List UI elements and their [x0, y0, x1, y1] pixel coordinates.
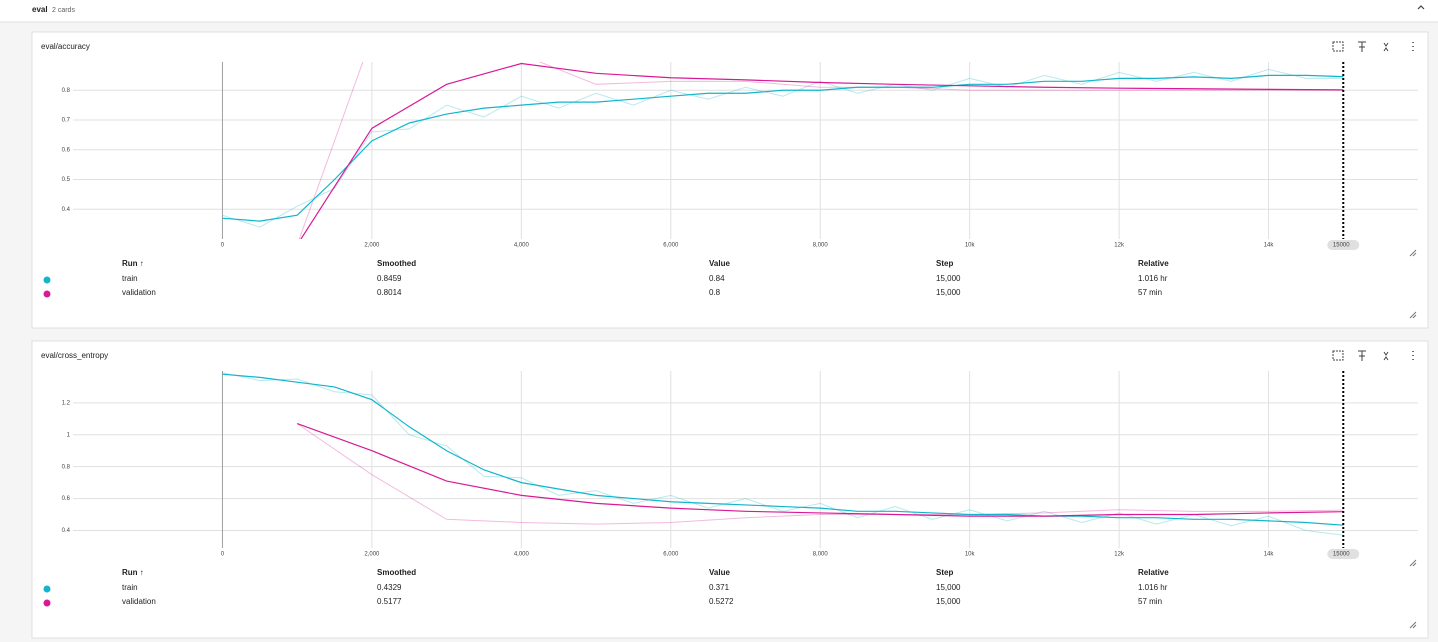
table-cell: 15,000	[936, 274, 961, 283]
y-tick-label: 0.6	[62, 496, 71, 502]
fit-icon[interactable]	[1332, 350, 1344, 361]
card-title: eval/accuracy	[41, 42, 90, 51]
table-header: Value	[709, 259, 730, 268]
cursor-label: 15000	[1333, 552, 1350, 558]
y-tick-label: 0.4	[62, 528, 71, 534]
x-tick-label: 14k	[1264, 243, 1275, 249]
table-cell: 57 min	[1138, 597, 1162, 606]
x-tick-label: 2,000	[364, 243, 380, 249]
collapse-icon[interactable]	[1417, 5, 1425, 10]
x-tick-label: 10k	[965, 243, 976, 249]
resize-handle[interactable]	[1409, 249, 1417, 629]
fit-icon[interactable]	[1332, 41, 1344, 52]
section-header[interactable]	[0, 0, 1438, 22]
x-tick-label: 8,000	[813, 552, 829, 558]
section-count: 2 cards	[52, 7, 75, 14]
x-tick-label: 6,000	[663, 552, 679, 558]
x-tick-label: 12k	[1114, 552, 1125, 558]
y-tick-label: 1	[67, 432, 71, 438]
table-cell: 15,000	[936, 583, 961, 592]
pin-icon[interactable]	[1358, 41, 1366, 52]
x-tick-label: 0	[221, 243, 225, 249]
legend-dot	[43, 585, 51, 593]
expand-icon[interactable]	[1383, 351, 1389, 361]
table-cell: train	[122, 583, 138, 592]
table-header: Run ↑	[122, 568, 144, 577]
y-tick-label: 1.2	[62, 400, 71, 406]
series-line	[300, 62, 1344, 239]
card-toolbar	[1332, 41, 1417, 629]
y-tick-label: 0.6	[62, 147, 71, 153]
x-tick-label: 2,000	[364, 552, 380, 558]
section-title: eval	[32, 5, 48, 14]
table-cell: 15,000	[936, 597, 961, 606]
x-tick-label: 4,000	[514, 243, 530, 249]
table-cell: 0.4329	[377, 583, 402, 592]
table-cell: 0.5272	[709, 597, 734, 606]
cursor-badge	[1327, 240, 1360, 250]
table-cell: validation	[122, 597, 156, 606]
x-tick-label: 10k	[965, 552, 976, 558]
series-line	[222, 68, 1344, 228]
series-line	[296, 423, 1344, 525]
card	[31, 340, 1429, 639]
table-cell: validation	[122, 288, 156, 297]
table-cell: 1.016 hr	[1138, 274, 1168, 283]
table-cell: 0.5177	[377, 597, 402, 606]
x-tick-label: 0	[221, 552, 225, 558]
table-cell: 57 min	[1138, 288, 1162, 297]
series-line	[222, 74, 1344, 222]
pin-icon[interactable]	[1358, 350, 1366, 361]
table-header: Value	[709, 568, 730, 577]
table-cell: 0.8	[709, 288, 721, 297]
x-tick-label: 8,000	[813, 243, 829, 249]
plot	[222, 62, 1344, 239]
series-line	[296, 423, 1344, 517]
legend-dot	[43, 599, 51, 607]
table-header: Smoothed	[377, 259, 416, 268]
legend-dot	[43, 276, 51, 284]
x-tick-label: 6,000	[663, 243, 679, 249]
table-cell: 0.371	[709, 583, 730, 592]
y-tick-label: 0.7	[62, 118, 71, 124]
table-cell: train	[122, 274, 138, 283]
table-header: Step	[936, 568, 953, 577]
cursor-badge	[1327, 549, 1360, 559]
expand-icon[interactable]	[1383, 42, 1389, 52]
legend-dot	[43, 290, 51, 298]
table-header: Relative	[1138, 568, 1169, 577]
plot	[222, 372, 1344, 536]
table-cell: 0.84	[709, 274, 725, 283]
table-header: Run ↑	[122, 259, 144, 268]
table-cell: 0.8459	[377, 274, 402, 283]
y-tick-label: 0.5	[62, 177, 71, 183]
table-cell: 1.016 hr	[1138, 583, 1168, 592]
x-tick-label: 12k	[1114, 243, 1125, 249]
series-line	[222, 373, 1344, 526]
table-header: Relative	[1138, 259, 1169, 268]
table-header: Smoothed	[377, 568, 416, 577]
y-tick-label: 0.4	[62, 207, 71, 213]
table-cell: 15,000	[936, 288, 961, 297]
cursor-label: 15000	[1333, 243, 1350, 249]
table-header: Step	[936, 259, 953, 268]
y-tick-label: 0.8	[62, 88, 71, 94]
series-line	[298, 62, 1344, 239]
y-tick-label: 0.8	[62, 464, 71, 470]
card-title: eval/cross_entropy	[41, 351, 108, 360]
x-tick-label: 14k	[1264, 552, 1275, 558]
series-line	[222, 372, 1344, 536]
table-cell: 0.8014	[377, 288, 402, 297]
x-tick-label: 4,000	[514, 552, 530, 558]
